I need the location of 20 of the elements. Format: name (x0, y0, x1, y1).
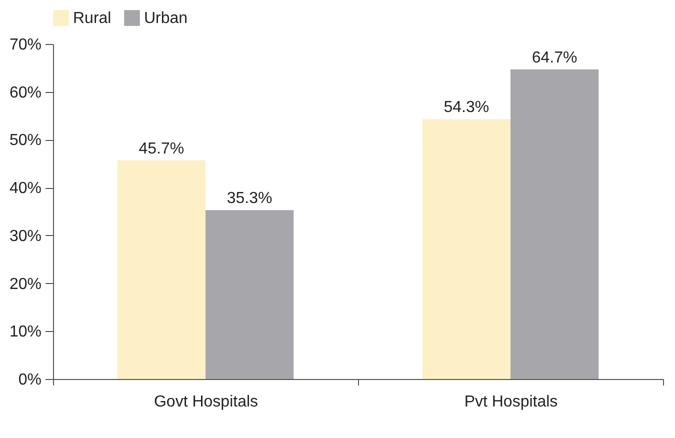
y-tick-label: 0% (18, 372, 42, 388)
y-tick-label: 70% (9, 36, 42, 54)
bar (510, 69, 599, 379)
x-tick-label: Govt Hospitals (154, 394, 258, 410)
bar (117, 160, 206, 379)
x-tick-label: Pvt Hospitals (464, 394, 558, 410)
data-label: 54.3% (444, 99, 490, 116)
legend-label: Urban (144, 10, 188, 27)
y-tick-label: 30% (9, 228, 42, 245)
y-tick-label: 40% (9, 180, 42, 198)
data-label: 35.3% (226, 190, 272, 208)
data-label: 45.7% (138, 140, 184, 158)
y-tick-label: 50% (9, 132, 42, 150)
y-tick-label: 20% (9, 276, 42, 293)
data-label: 64.7% (532, 49, 578, 66)
y-tick-label: 60% (9, 84, 42, 102)
bar (206, 210, 294, 379)
bar (422, 119, 510, 379)
y-tick-label: 10% (9, 324, 42, 341)
legend-label: Rural (73, 10, 112, 27)
